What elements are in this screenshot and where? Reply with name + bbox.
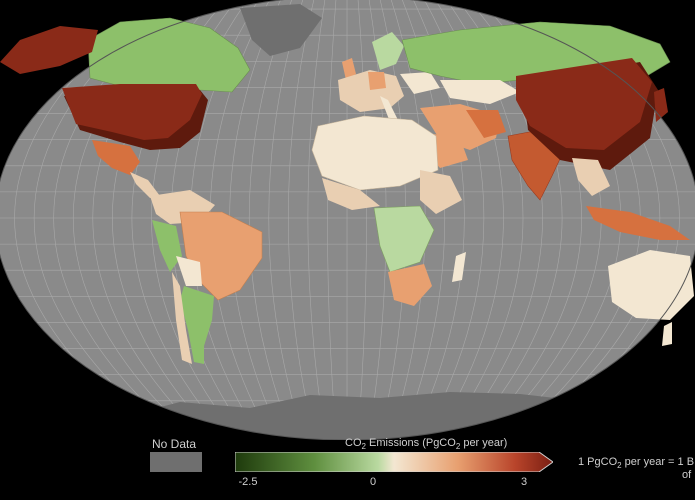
unit-note-sub: 2: [617, 461, 622, 471]
country-uk: [342, 58, 356, 80]
country-italy: [380, 96, 398, 122]
south-america: [150, 190, 263, 364]
country-east-africa: [420, 170, 462, 214]
color-ramp: [235, 452, 553, 472]
europe: [338, 32, 440, 122]
unit-note-a: 1 PgCO: [578, 456, 618, 468]
country-west-africa: [322, 178, 380, 210]
world-map: [0, 0, 695, 440]
africa: [311, 115, 466, 306]
legend-title-sub: 2: [361, 442, 366, 452]
unit-note-b: per year = 1 B: [621, 456, 695, 468]
legend-title-mid: Emissions (PgCO: [365, 437, 456, 449]
greenland: [240, 4, 322, 56]
country-ukraine: [400, 72, 440, 94]
globe: [0, 0, 695, 440]
tick-max: 3: [520, 476, 528, 488]
country-madagascar: [452, 252, 466, 282]
tick-zero: 0: [369, 476, 377, 488]
country-scandinavia: [372, 32, 404, 70]
country-germany: [368, 72, 386, 90]
central-america: [130, 172, 160, 198]
country-southeast-asia: [572, 158, 610, 196]
tick-min: -2.5: [238, 476, 258, 488]
country-indonesia: [586, 206, 690, 240]
unit-note-line2: of: [682, 469, 692, 481]
country-congo-basin: [373, 205, 435, 273]
no-data-swatch: [150, 452, 202, 472]
country-bolivia: [176, 256, 202, 286]
asia: [420, 58, 690, 240]
legend-title-co: CO: [345, 437, 362, 449]
country-china: [516, 58, 652, 150]
country-mexico: [92, 140, 140, 175]
unit-note: 1 PgCO2 per year = 1 B: [578, 455, 694, 473]
country-kazakhstan: [440, 80, 520, 104]
country-southern-africa: [388, 264, 432, 306]
country-peru: [152, 220, 182, 272]
country-new-zealand: [662, 322, 672, 346]
legend-title-suffix: per year): [460, 437, 508, 449]
north-america: [0, 17, 251, 198]
country-argentina: [180, 286, 214, 364]
legend-title: CO2 Emissions (PgCO2 per year): [345, 437, 507, 451]
legend-title-sub2: 2: [455, 442, 461, 452]
country-iran: [466, 110, 506, 138]
country-alaska: [0, 26, 98, 74]
country-north-africa: [311, 115, 439, 191]
no-data-label: No Data: [152, 437, 197, 451]
country-usa: [62, 84, 202, 140]
country-chile: [172, 272, 192, 364]
